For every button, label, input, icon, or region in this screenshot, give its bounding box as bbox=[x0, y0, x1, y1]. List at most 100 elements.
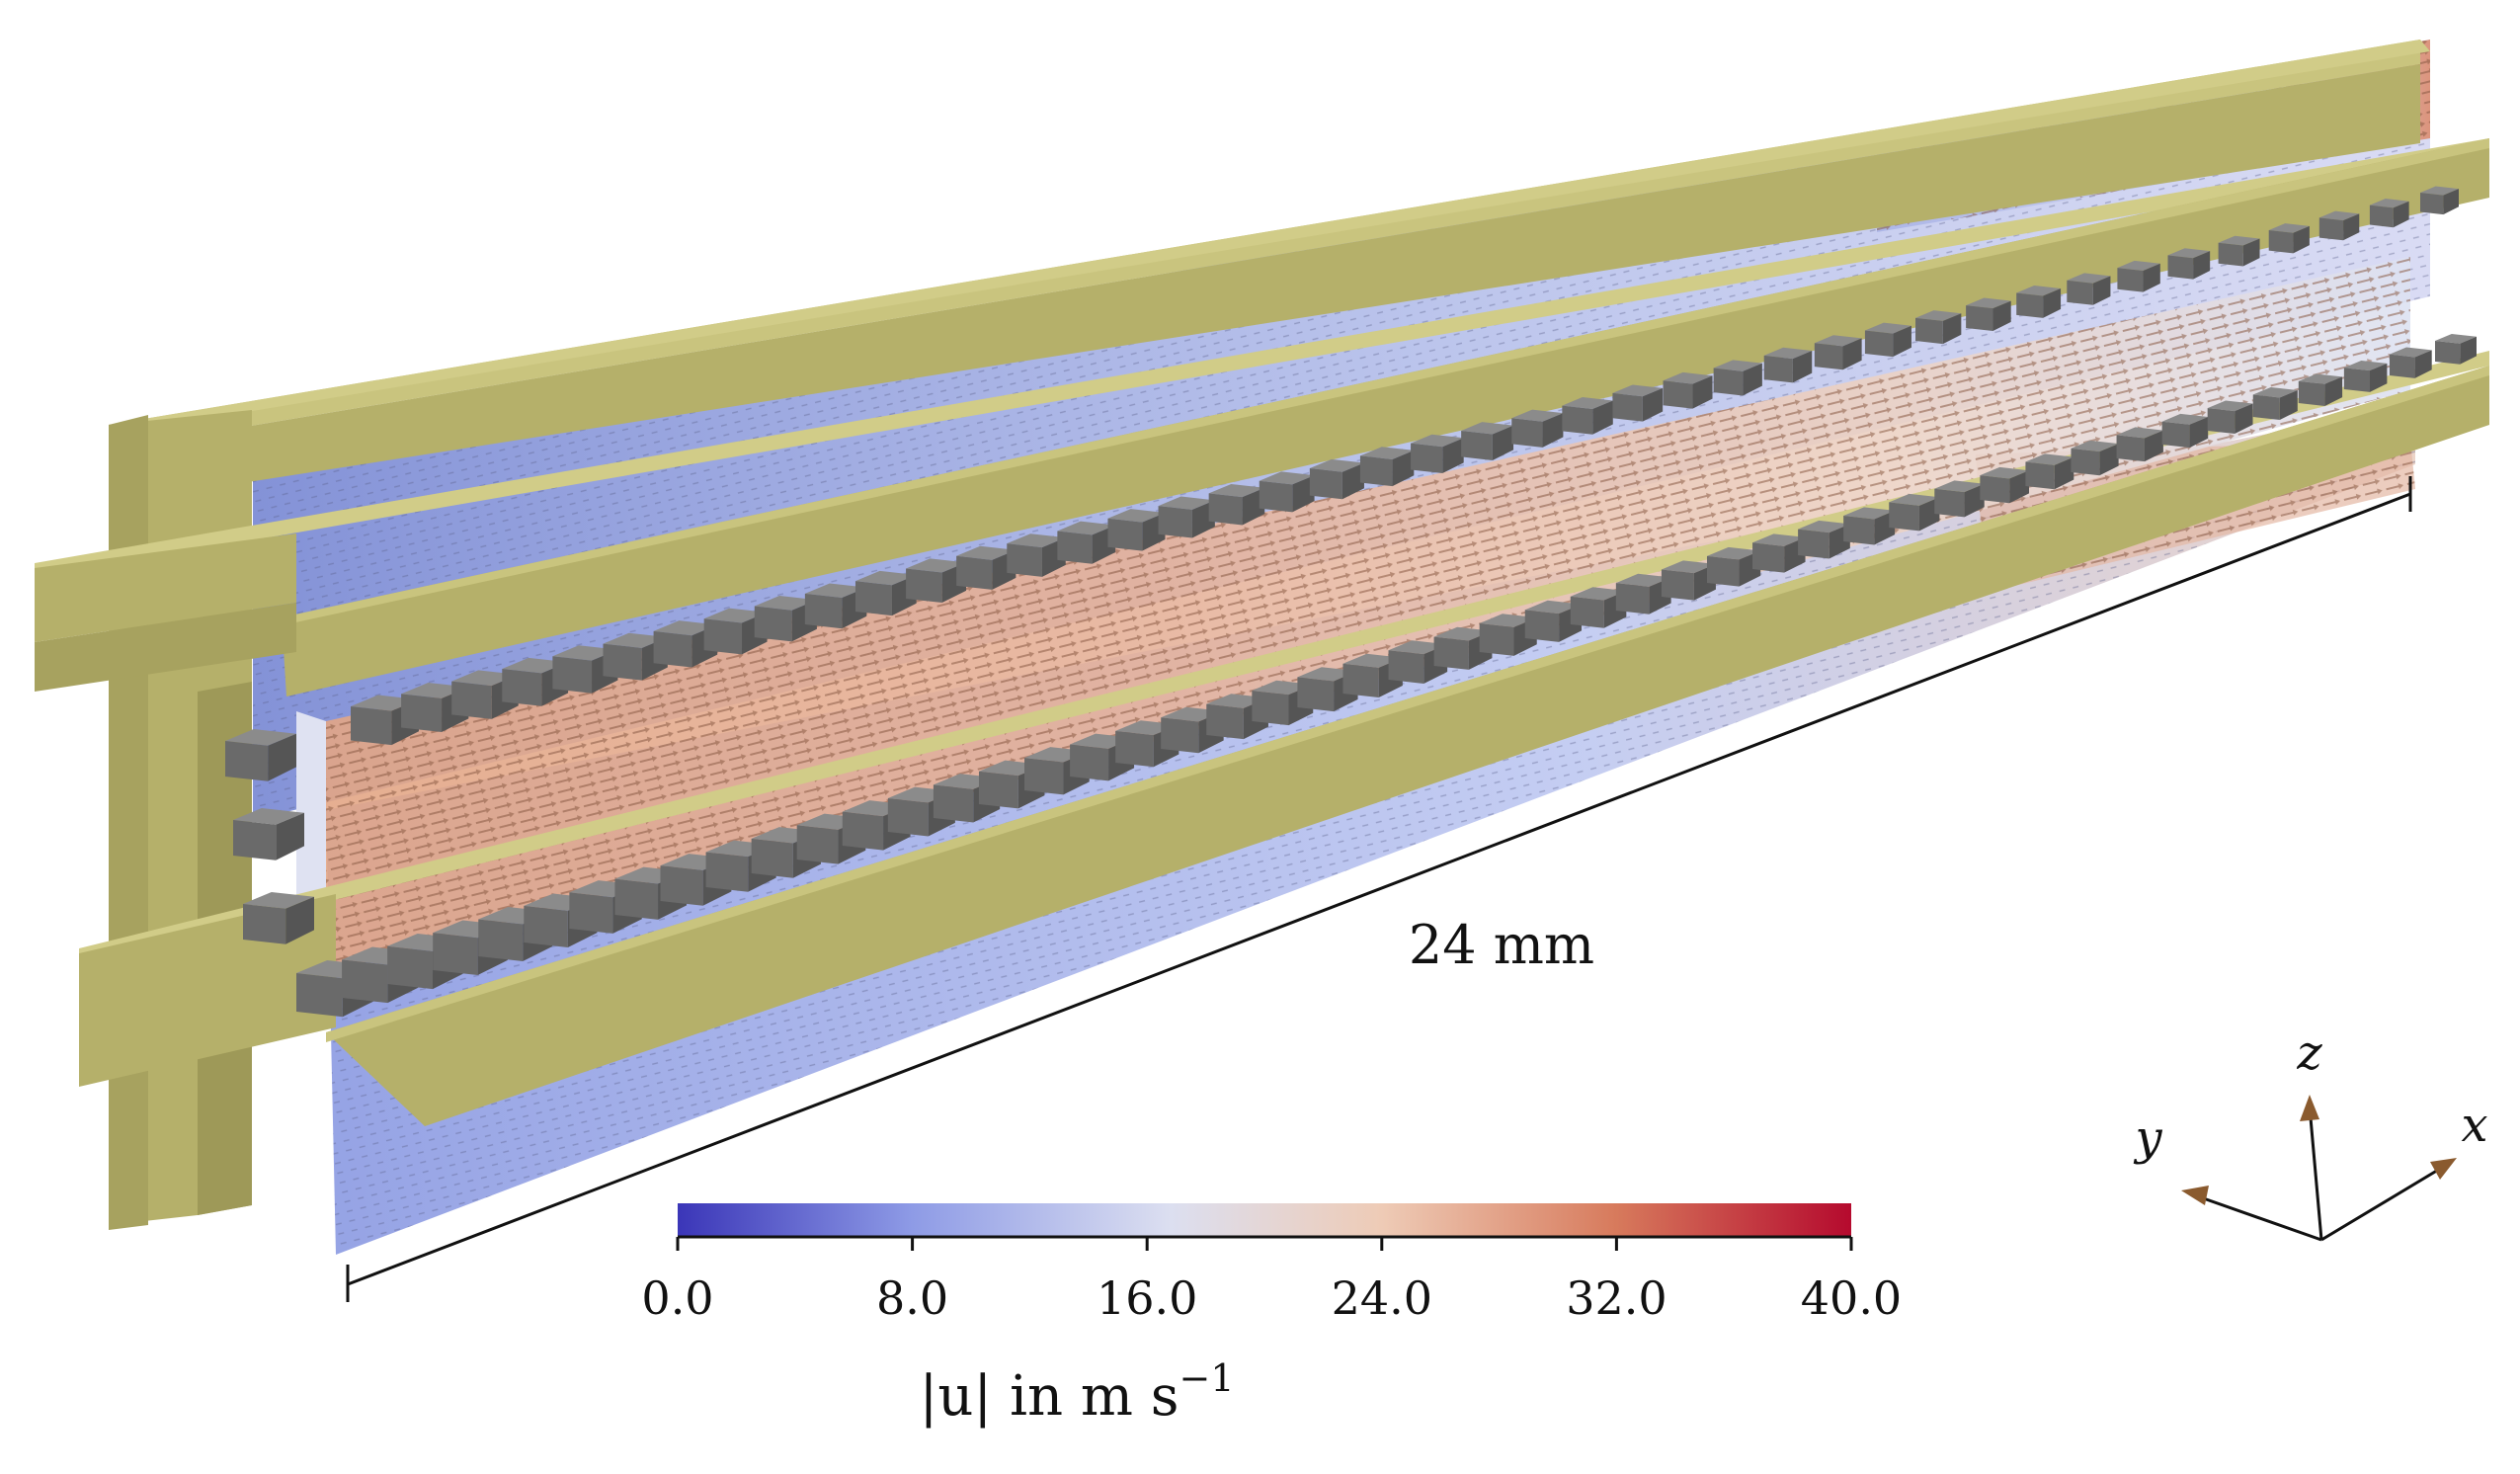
pillar-face bbox=[1057, 521, 1116, 535]
pillar-face bbox=[2393, 201, 2409, 228]
pillar-face bbox=[906, 568, 942, 604]
pillar-face bbox=[2318, 217, 2344, 241]
pillar-face bbox=[1706, 546, 1761, 560]
pillar-block bbox=[2016, 285, 2062, 318]
pillar-face bbox=[703, 608, 768, 623]
pillar-face bbox=[2099, 444, 2119, 476]
pillar-face bbox=[2435, 341, 2461, 365]
pillar-face bbox=[478, 919, 524, 961]
pillar-face bbox=[1612, 392, 1643, 422]
y-axis-line bbox=[2194, 1193, 2322, 1242]
pillar-face bbox=[1292, 475, 1315, 513]
pillar-face bbox=[2293, 225, 2310, 254]
z-axis-label: z bbox=[2296, 1025, 2322, 1081]
pillar-block bbox=[1612, 384, 1664, 422]
pillar-block bbox=[225, 729, 296, 781]
pillar-face bbox=[1359, 455, 1393, 487]
z-arrow-icon bbox=[2300, 1095, 2319, 1121]
pillar-face bbox=[1798, 520, 1850, 533]
pillar-face bbox=[1763, 347, 1813, 360]
pillar-face bbox=[2389, 354, 2415, 378]
pillar-block bbox=[451, 670, 519, 719]
pillar-face bbox=[1297, 677, 1335, 712]
pillar-block bbox=[243, 892, 314, 944]
pillar-face bbox=[342, 959, 388, 1004]
pillar-face bbox=[1242, 487, 1265, 526]
pillar-face bbox=[451, 670, 519, 687]
pillar-block bbox=[1934, 480, 1985, 518]
pillar-block bbox=[2343, 360, 2388, 392]
pillar-face bbox=[1433, 636, 1469, 670]
pillar-face bbox=[1007, 543, 1042, 577]
pillar-face bbox=[1893, 325, 1911, 358]
pillar-face bbox=[2420, 193, 2444, 215]
pillar-face bbox=[1479, 622, 1514, 656]
pillar-block bbox=[1966, 297, 2011, 331]
pillar-face bbox=[1752, 533, 1806, 546]
pillar-face bbox=[233, 808, 304, 825]
pillar-face bbox=[1161, 717, 1199, 754]
y-axis-label: y bbox=[2133, 1110, 2162, 1166]
pillar-block bbox=[1411, 434, 1464, 474]
pillar-face bbox=[804, 593, 843, 629]
pillar-face bbox=[2279, 389, 2298, 421]
pillar-face bbox=[933, 784, 974, 823]
pillar-block bbox=[2167, 248, 2211, 280]
bottom-rail bbox=[79, 351, 2489, 1126]
pillar-face bbox=[1763, 355, 1793, 383]
pillar-face bbox=[2369, 363, 2388, 392]
colorbar-tick-label: 24.0 bbox=[1332, 1271, 1432, 1325]
pillar-face bbox=[2054, 456, 2074, 490]
pillar-face bbox=[1842, 338, 1862, 370]
pillar-face bbox=[1158, 496, 1215, 510]
pillar-face bbox=[1814, 343, 1843, 370]
pillar-face bbox=[2016, 285, 2062, 296]
pillar-face bbox=[1864, 330, 1894, 358]
pillar-face bbox=[2071, 448, 2100, 476]
pillar-face bbox=[225, 741, 269, 781]
pillar-face bbox=[1889, 493, 1940, 506]
pillar-face bbox=[2161, 413, 2209, 425]
pillar-block bbox=[2117, 260, 2160, 292]
pillar-face bbox=[1864, 322, 1911, 334]
pillar-face bbox=[1208, 493, 1243, 526]
pillar-face bbox=[2143, 263, 2160, 292]
pillar-block bbox=[1107, 509, 1166, 551]
pillar-block bbox=[2071, 440, 2119, 476]
pillar-face bbox=[2343, 213, 2360, 241]
pillar-face bbox=[1208, 483, 1265, 498]
pillar-face bbox=[1297, 667, 1358, 682]
pillar-block bbox=[1713, 360, 1762, 396]
pillar-block bbox=[2369, 199, 2409, 228]
pillar-face bbox=[751, 838, 793, 878]
pillar-face bbox=[1562, 405, 1593, 435]
pillar-face bbox=[754, 596, 817, 611]
pillar-face bbox=[1562, 397, 1613, 410]
pillar-block bbox=[2318, 210, 2360, 241]
pillar-face bbox=[796, 825, 839, 864]
pillar-face bbox=[1792, 351, 1813, 383]
pillar-face bbox=[2025, 461, 2055, 490]
pillar-face bbox=[268, 733, 296, 781]
colorbar-gradient bbox=[678, 1203, 1851, 1237]
pillar-face bbox=[1542, 413, 1564, 448]
pillar-face bbox=[2369, 205, 2394, 228]
top-rail bbox=[109, 40, 2430, 504]
pillar-face bbox=[1661, 569, 1694, 601]
pillar-face bbox=[1442, 438, 1464, 474]
pillar-face bbox=[2460, 336, 2477, 365]
pillar-face bbox=[2324, 376, 2343, 406]
pillar-face bbox=[243, 892, 314, 909]
pillar-face bbox=[552, 645, 618, 661]
lower-pillar-row bbox=[296, 334, 2477, 1018]
pillar-face bbox=[1007, 533, 1066, 548]
pillar-face bbox=[854, 570, 917, 586]
pillar-face bbox=[906, 558, 967, 573]
pillar-block bbox=[2389, 347, 2432, 378]
pillar-block bbox=[1814, 335, 1862, 370]
pillar-face bbox=[2252, 386, 2298, 398]
pillar-face bbox=[1411, 443, 1443, 474]
pillar-block bbox=[2161, 413, 2209, 449]
pillar-block bbox=[2207, 400, 2253, 435]
pillar-face bbox=[1663, 371, 1713, 384]
